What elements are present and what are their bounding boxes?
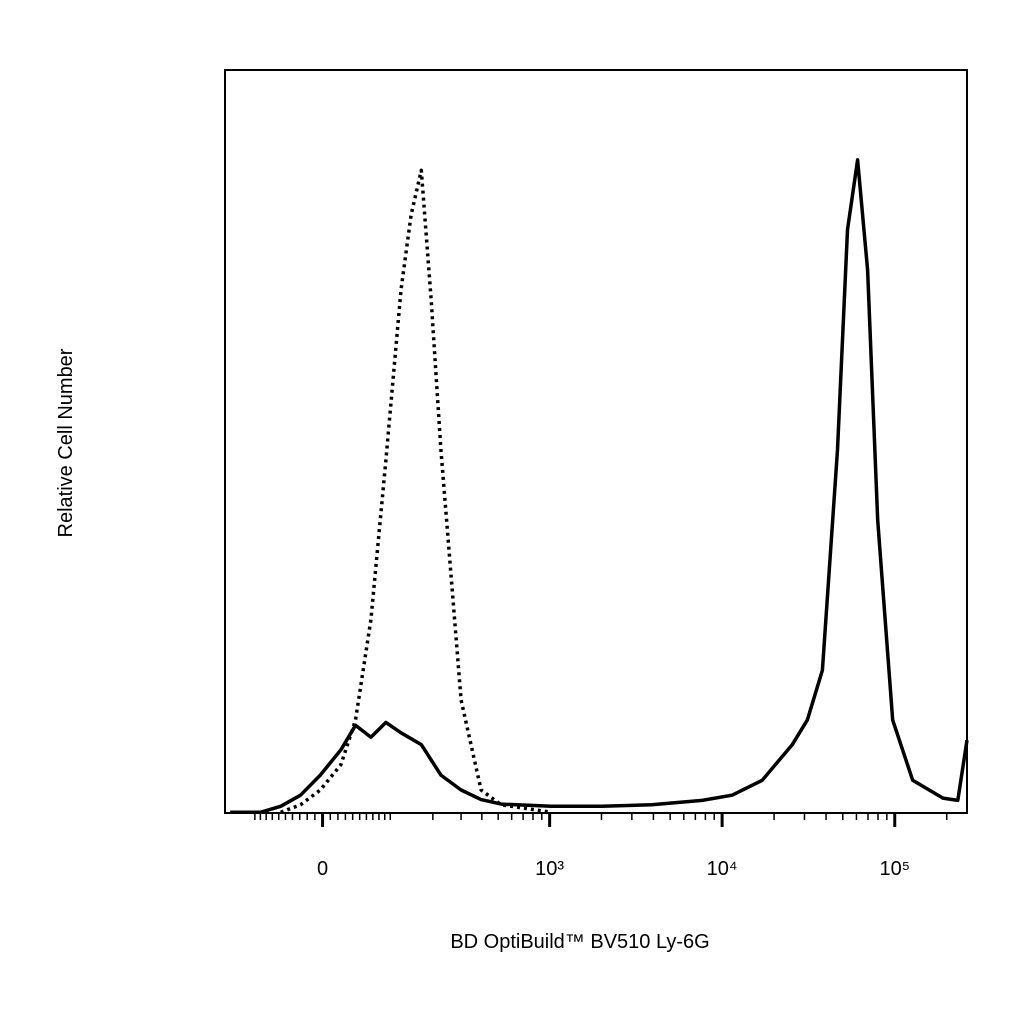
plot-frame: [224, 69, 968, 814]
x-tick-label: 0: [317, 858, 328, 880]
x-tick-label: 10⁵: [879, 858, 910, 880]
x-axis-label: BD OptiBuild™ BV510 Ly-6G: [450, 931, 709, 953]
histogram-line: [230, 158, 969, 815]
histogram-line: [280, 168, 552, 815]
y-axis-label: Relative Cell Number: [55, 348, 77, 537]
x-tick-label: 10³: [535, 858, 564, 880]
x-tick-label: 10⁴: [707, 858, 738, 880]
